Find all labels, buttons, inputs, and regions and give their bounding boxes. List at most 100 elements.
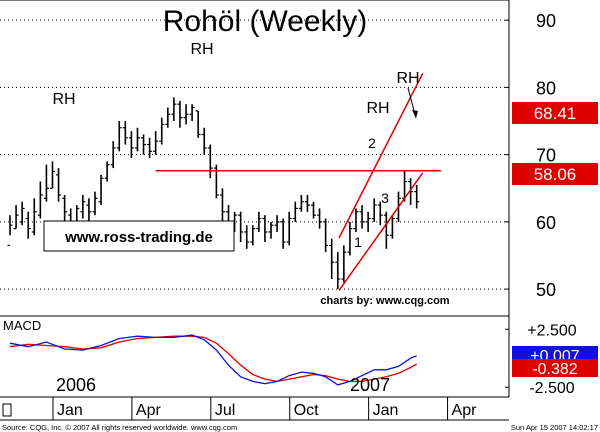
annotation-label: 3 bbox=[381, 190, 389, 206]
x-axis-month-labels: Jan Apr Jul Oct Jan Apr bbox=[52, 397, 478, 420]
ohlc-bar bbox=[280, 218, 286, 249]
macd-label: MACD bbox=[3, 318, 41, 333]
ohlc-bar bbox=[371, 198, 377, 222]
ohlc-bar bbox=[256, 211, 262, 232]
ohlc-bar bbox=[323, 218, 329, 253]
month-label: Jan bbox=[373, 402, 399, 419]
arrow-head-icon bbox=[412, 110, 418, 118]
ohlc-bar bbox=[414, 184, 420, 209]
ohlc-bar bbox=[189, 104, 195, 122]
macd-lines bbox=[9, 334, 418, 386]
ohlc-bar bbox=[408, 178, 414, 206]
ohlc-bar bbox=[359, 205, 365, 229]
ohlc-bar bbox=[286, 211, 292, 246]
ohlc-bar bbox=[353, 208, 359, 232]
ohlc-bar bbox=[25, 211, 31, 239]
year-label: 2006 bbox=[56, 375, 96, 395]
ohlc-bar bbox=[219, 188, 225, 222]
annotation-label: RH bbox=[396, 70, 419, 87]
ohlc-bar bbox=[311, 201, 316, 219]
ohlc-bar bbox=[341, 245, 347, 283]
ohlc-bar bbox=[177, 100, 183, 128]
annotation-label: RH bbox=[190, 41, 213, 58]
annotation-label: 2 bbox=[368, 135, 376, 151]
annotation-label: RH bbox=[366, 100, 389, 117]
price-tag-bg bbox=[512, 163, 598, 185]
ohlc-bar bbox=[335, 252, 341, 290]
ohlc-bar bbox=[213, 164, 219, 199]
website-label: www.ross-trading.de bbox=[64, 229, 213, 246]
month-label: Jul bbox=[215, 402, 235, 419]
ohlc-bar bbox=[141, 134, 147, 155]
ohlc-bar bbox=[268, 221, 274, 239]
month-label: Apr bbox=[136, 402, 162, 419]
macd-axis-labels: +2.500 -2.500 bbox=[505, 322, 577, 397]
macd-value-tag: -0.382 bbox=[512, 359, 598, 378]
month-label: Oct bbox=[294, 402, 319, 419]
y-tick-label: 80 bbox=[536, 78, 556, 98]
y-axis-labels: 90 80 70 60 50 bbox=[536, 11, 556, 300]
ohlc-bar bbox=[110, 141, 116, 169]
channel-lower-line bbox=[338, 172, 424, 291]
macd-line bbox=[9, 334, 417, 386]
ohlc-bar bbox=[56, 168, 62, 202]
channel-upper-line bbox=[338, 72, 424, 239]
price-labels: 68.41 58.06 bbox=[512, 102, 598, 185]
ohlc-bar bbox=[86, 198, 92, 222]
chart-title: Rohöl (Weekly) bbox=[163, 5, 368, 38]
ohlc-bar bbox=[171, 97, 177, 122]
ohlc-bar bbox=[304, 194, 310, 212]
macd-signal-line bbox=[9, 335, 418, 383]
trend-lines bbox=[155, 72, 441, 291]
ohlc-bar bbox=[92, 191, 98, 216]
ohlc-bar bbox=[195, 110, 201, 138]
ohlc-bar bbox=[13, 205, 19, 230]
panel-frames bbox=[0, 0, 510, 421]
ohlc-bar bbox=[207, 144, 213, 179]
ohlc-bar bbox=[116, 121, 122, 152]
ohlc-bar bbox=[43, 164, 49, 202]
ohlc-bar bbox=[383, 211, 389, 249]
year-label: 2007 bbox=[350, 375, 390, 395]
ohlc-bar bbox=[122, 121, 128, 145]
ohlc-bar bbox=[165, 107, 171, 128]
macd-value-text: -0.382 bbox=[532, 361, 577, 378]
ohlc-bar bbox=[98, 174, 104, 206]
ohlc-bar bbox=[250, 225, 256, 246]
ohlc-bar bbox=[262, 215, 268, 243]
macd-value-labels: +0.007-0.382 bbox=[512, 346, 598, 378]
ohlc-bar bbox=[80, 194, 86, 219]
ohlc-bar bbox=[201, 127, 207, 155]
ohlc-bar bbox=[19, 201, 25, 226]
ohlc-bar bbox=[244, 225, 250, 249]
ohlc-bar bbox=[31, 198, 37, 236]
y-tick-label: 90 bbox=[536, 11, 556, 31]
ohlc-bar bbox=[62, 194, 68, 222]
price-tag: 58.06 bbox=[512, 163, 598, 185]
ohlc-bar bbox=[153, 131, 159, 155]
annotation-label: RH bbox=[52, 91, 75, 108]
ohlc-bar bbox=[347, 221, 353, 256]
ohlc-bar bbox=[183, 104, 189, 125]
macd-value-bg bbox=[512, 359, 598, 377]
scroll-box-icon[interactable] bbox=[2, 403, 12, 417]
website-box: www.ross-trading.de bbox=[43, 220, 235, 252]
ohlc-bar bbox=[365, 211, 371, 232]
ohlc-bar bbox=[329, 238, 335, 280]
ohlc-bar bbox=[159, 117, 165, 145]
y-tick-label: 70 bbox=[536, 146, 556, 166]
price-tag-value: 58.06 bbox=[534, 165, 577, 184]
ohlc-bar bbox=[134, 127, 140, 152]
ohlc-bar bbox=[37, 181, 43, 219]
ohlc-bar bbox=[292, 201, 298, 222]
ohlc-bar bbox=[7, 215, 13, 247]
ohlc-bar bbox=[104, 161, 110, 182]
ohlc-bar bbox=[238, 211, 244, 243]
ohlc-bar bbox=[147, 137, 153, 158]
chart-annotations: RH RH RH RH 1 2 3 bbox=[52, 41, 419, 250]
ohlc-bar bbox=[377, 201, 383, 226]
month-label: Jan bbox=[57, 402, 83, 419]
y-tick-label: 60 bbox=[536, 213, 556, 233]
month-label: Apr bbox=[452, 402, 478, 419]
